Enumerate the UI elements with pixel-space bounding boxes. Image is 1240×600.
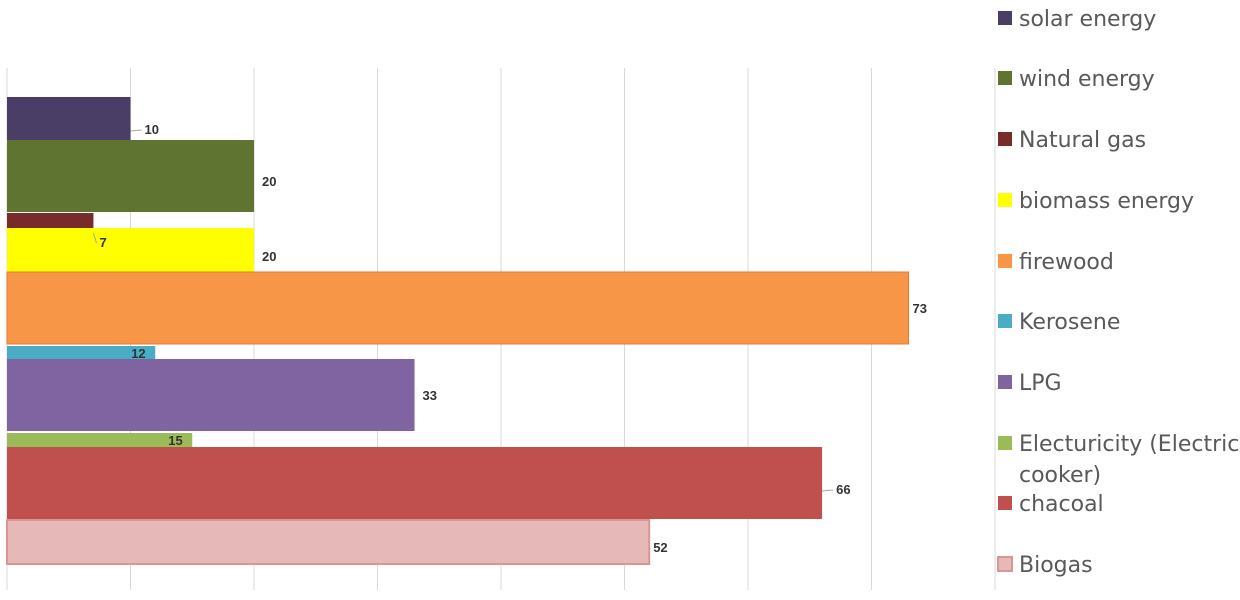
legend-label: chacoal (1019, 492, 1104, 517)
bar (6, 519, 651, 565)
data-label: 33 (423, 388, 437, 403)
bar (6, 271, 910, 345)
data-label: 12 (131, 346, 145, 361)
legend-swatch (998, 254, 1012, 268)
legend-label: Kerosene (1019, 310, 1120, 335)
legend-label: Biogas (1019, 553, 1093, 578)
legend-label: LPG (1019, 371, 1062, 396)
legend-swatch (997, 556, 1013, 572)
data-label: 66 (836, 482, 850, 497)
leader-line (92, 232, 97, 244)
bar (7, 447, 823, 519)
data-label: 52 (653, 540, 667, 555)
data-label: 7 (99, 235, 106, 250)
legend-swatch (998, 193, 1012, 207)
legend-swatch (998, 314, 1012, 328)
legend-swatch (998, 375, 1012, 389)
legend-label: cooker) (1019, 463, 1101, 488)
leader-line (822, 489, 834, 492)
legend-label: firewood (1019, 250, 1114, 275)
legend-swatch (998, 11, 1012, 25)
bar (7, 140, 254, 212)
bar (7, 359, 415, 431)
legend-label: wind energy (1019, 67, 1155, 92)
legend-swatch (998, 436, 1012, 450)
data-label: 20 (262, 249, 276, 264)
legend-label: Natural gas (1019, 128, 1146, 153)
legend-label: Electuricity (Electric (1019, 432, 1239, 457)
legend: solar energy wind energy Natural gas biomas… (997, 7, 1239, 578)
legend-swatch (998, 132, 1012, 146)
leader-line (648, 547, 651, 550)
legend-label: biomass energy (1019, 189, 1194, 214)
data-label: 10 (145, 122, 159, 137)
leader-line (130, 129, 142, 132)
legend-swatch (998, 71, 1012, 85)
data-label: 73 (913, 301, 927, 316)
data-label: 20 (262, 174, 276, 189)
data-label: 15 (168, 433, 182, 448)
legend-label: solar energy (1019, 7, 1156, 32)
bars (6, 97, 910, 565)
legend-swatch (998, 496, 1012, 510)
data-labels: 10 20 7 20 73 12 33 15 66 52 (92, 122, 927, 555)
